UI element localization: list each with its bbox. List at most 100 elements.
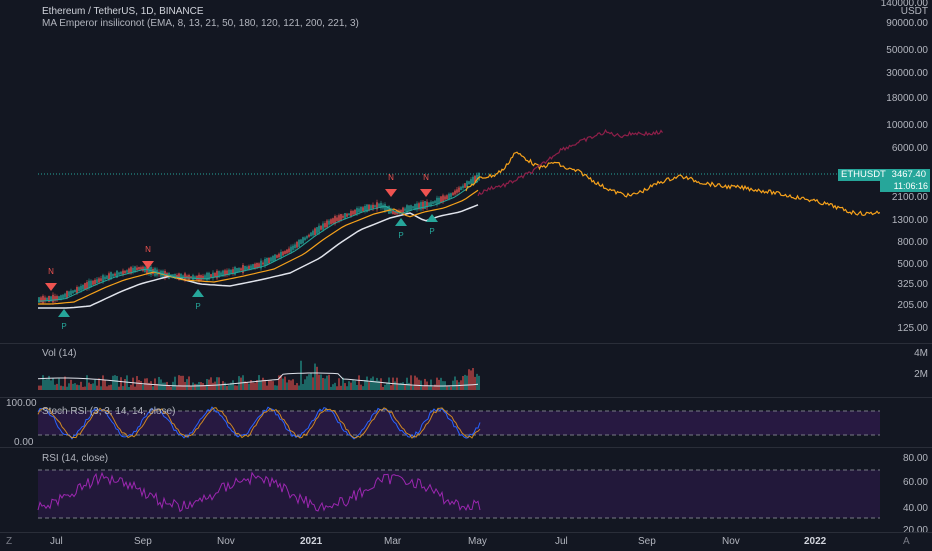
candle-body	[436, 197, 438, 205]
volume-bar	[190, 386, 192, 390]
candle-body	[206, 272, 208, 281]
rsi-legend[interactable]: RSI (14, close)	[42, 453, 108, 464]
price-label: 2100.00	[891, 192, 928, 203]
volume-bar	[120, 377, 122, 390]
stoch-legend[interactable]: Stoch RSI (3, 3, 14, 14, close)	[42, 406, 175, 417]
volume-bar	[104, 380, 106, 390]
volume-bar	[134, 386, 136, 390]
volume-bar	[422, 386, 424, 390]
volume-bar	[202, 383, 204, 390]
volume-bar	[292, 379, 294, 390]
candle-body	[92, 280, 94, 285]
sell-signal-label: N	[423, 173, 429, 182]
candle-body	[270, 257, 272, 262]
volume-bar	[84, 386, 86, 390]
chart-canvas[interactable]: N N N N P P P P	[0, 0, 881, 532]
candle-body	[104, 276, 106, 280]
candle-body	[96, 279, 98, 284]
candle-body	[272, 255, 274, 262]
volume-bar	[248, 383, 250, 390]
volume-bar	[372, 376, 374, 390]
volume-bar	[152, 386, 154, 390]
candle-body	[408, 205, 410, 212]
candle-body	[252, 264, 254, 270]
zoom-button[interactable]: Z	[6, 536, 13, 547]
volume-bar	[80, 381, 82, 390]
candle-body	[280, 251, 282, 258]
volume-bar	[126, 375, 128, 390]
candle-body	[142, 266, 144, 271]
volume-bar	[226, 385, 228, 390]
candle-body	[468, 181, 470, 185]
volume-bar	[82, 386, 84, 390]
candle-body	[432, 201, 434, 205]
price-label: 800.00	[897, 237, 928, 248]
buy-signal-label: P	[61, 322, 66, 331]
pane-separator[interactable]	[0, 343, 932, 344]
rsi-axis-label: 60.00	[902, 477, 928, 488]
volume-bar	[138, 380, 140, 390]
volume-bar	[454, 376, 456, 390]
candle-body	[376, 202, 378, 210]
volume-bar	[334, 382, 336, 390]
volume-bar	[78, 385, 80, 390]
rsi-title: RSI (14, close)	[42, 453, 109, 464]
candle-body	[194, 276, 196, 279]
candle-body	[314, 228, 316, 236]
candle-body	[176, 274, 178, 279]
candle-body	[210, 274, 212, 278]
candle-body	[458, 187, 460, 192]
volume-bar	[222, 381, 224, 390]
candle-body	[348, 213, 350, 216]
candle-body	[66, 290, 68, 299]
candle-body	[110, 272, 112, 280]
volume-bar	[294, 385, 296, 390]
candle-body	[340, 214, 342, 222]
volume-bar	[284, 376, 286, 390]
volume-bar	[232, 380, 234, 390]
volume-bar	[440, 377, 442, 390]
candle-body	[42, 295, 44, 304]
candle-body	[364, 206, 366, 212]
volume-bar	[286, 382, 288, 390]
volume-bar	[162, 382, 164, 390]
pane-separator[interactable]	[0, 397, 932, 398]
pane-separator[interactable]	[0, 447, 932, 448]
sell-signal-marker	[420, 189, 432, 197]
symbol-legend[interactable]: Ethereum / TetherUS, 1D, BINANCE	[42, 6, 204, 17]
volume-bar	[374, 380, 376, 390]
price-label: 18000.00	[886, 93, 928, 104]
price-axis[interactable]: 140000.00 USDT 90000.00 50000.00 30000.0…	[880, 0, 932, 536]
candle-body	[306, 236, 308, 239]
volume-bar	[250, 380, 252, 390]
candle-body	[284, 251, 286, 254]
volume-bar	[46, 379, 48, 390]
volume-bar	[320, 374, 322, 390]
volume-bar	[148, 382, 150, 390]
candle-body	[294, 244, 296, 249]
volume-legend[interactable]: Vol (14)	[42, 348, 76, 359]
indicator-legend[interactable]: MA Emperor insiliconot (EMA, 8, 13, 21, …	[42, 18, 359, 29]
price-label: 10000.00	[886, 120, 928, 131]
candle-body	[248, 265, 250, 270]
candle-body	[72, 290, 74, 294]
volume-bar	[188, 376, 190, 390]
volume-bar	[92, 383, 94, 390]
volume-bar	[194, 383, 196, 390]
price-axis-currency: USDT	[900, 6, 928, 17]
time-axis[interactable]: Z Jul Sep Nov 2021 Mar May Jul Sep Nov 2…	[0, 532, 932, 551]
candle-body	[90, 280, 92, 287]
candle-body	[62, 294, 64, 299]
candle-body	[134, 266, 136, 273]
volume-bar	[182, 375, 184, 390]
volume-bar	[468, 369, 470, 390]
volume-bar	[252, 382, 254, 390]
buy-signal-label: P	[195, 302, 200, 311]
auto-scale-button[interactable]: A	[903, 536, 910, 547]
candle-body	[424, 201, 426, 209]
candle-body	[420, 202, 422, 210]
volume-bar	[268, 380, 270, 390]
candle-body	[390, 208, 392, 214]
chart-area[interactable]: N N N N P P P P	[0, 0, 881, 532]
volume-bar	[316, 366, 318, 390]
